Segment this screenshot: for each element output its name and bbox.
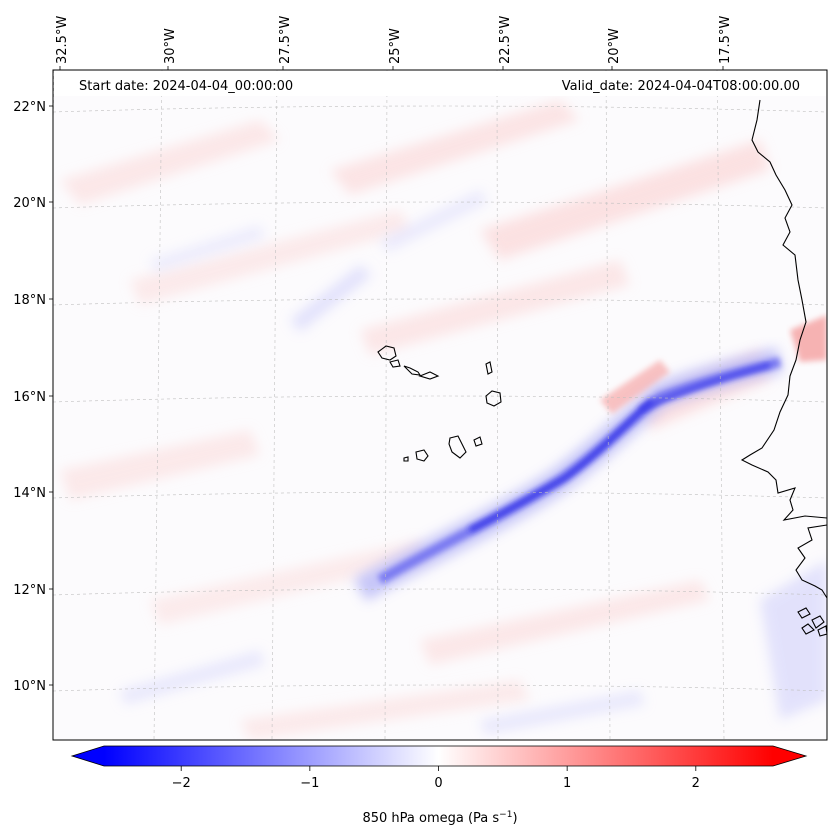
island-santiago: [448, 435, 467, 459]
island-brava: [403, 456, 409, 462]
gridlines: [53, 70, 827, 740]
island-boa-vista: [485, 390, 502, 407]
meridian-gridline: [496, 70, 499, 740]
colorbar-gradient: [104, 746, 773, 766]
parallel-gridline: [53, 201, 827, 209]
latitude-labels: 22°N 20°N 18°N 16°N 14°N 12°N 10°N: [13, 100, 53, 694]
colorbar-extend-low: [72, 746, 104, 766]
start-date-label: Start date: 2024-04-04_00:00:00: [79, 79, 293, 94]
map-panel: Start date: 2024-04-04_00:00:00 Valid_da…: [52, 69, 828, 741]
longitude-tick-label: 20°W: [607, 28, 622, 64]
colorbar: −2 −1 0 1 2 850 hPa omega (Pa s−1): [70, 745, 808, 826]
colorbar-tick-label: 1: [563, 776, 571, 791]
colorbar-tick-label: −1: [300, 776, 319, 791]
pink-band: [60, 120, 280, 205]
longitude-tick-label: 32.5°W: [55, 16, 70, 64]
meridian-gridline: [605, 70, 611, 740]
colorbar-extend-high: [773, 746, 806, 766]
pink-band: [130, 210, 410, 305]
longitude-tick-label: 25°W: [388, 28, 403, 64]
latitude-tick-label: 14°N: [13, 486, 46, 501]
meridian-gridline: [384, 70, 388, 740]
coastlines: [377, 99, 827, 637]
bijagos-islands: [797, 607, 827, 637]
blue-streak: [380, 190, 488, 252]
island-sao-vicente: [389, 359, 401, 368]
parallel-gridline: [53, 588, 827, 596]
colorbar-tick-label: 0: [434, 776, 442, 791]
latitude-tick-label: 20°N: [13, 196, 46, 211]
africa-coastline-south: [795, 524, 827, 599]
latitude-tick-label: 18°N: [13, 293, 46, 308]
longitude-tick-label: 30°W: [163, 28, 178, 64]
parallel-gridline: [53, 298, 827, 306]
pink-band: [60, 430, 260, 500]
pink-band: [480, 140, 770, 260]
blue-streak: [120, 650, 265, 705]
parallel-gridline: [53, 105, 827, 113]
omega-field: [60, 100, 827, 740]
pink-band: [360, 260, 630, 355]
island-santa-luzia: [418, 371, 440, 380]
ascent-band-branch: [638, 362, 771, 413]
longitude-labels: 32.5°W 30°W 27.5°W 25°W 22.5°W 20°W 17.5°W: [55, 16, 733, 70]
meridian-gridline: [716, 70, 725, 740]
colorbar-label: 850 hPa omega (Pa s−1): [362, 810, 517, 826]
longitude-tick-label: 17.5°W: [718, 16, 733, 64]
pink-band: [240, 680, 530, 740]
subsidence-patch: [790, 315, 827, 362]
colorbar-tick-label: −2: [172, 776, 191, 791]
parallel-gridline: [53, 491, 827, 499]
map-frame: [52, 69, 828, 741]
africa-coastline: [740, 99, 827, 521]
ascent-band-core: [468, 398, 654, 533]
blue-streak: [150, 225, 265, 272]
colorbar-outline: [70, 745, 808, 767]
island-sao-nicolau: [403, 365, 422, 376]
island-sal: [485, 361, 493, 375]
meridian-gridline: [53, 70, 55, 150]
meridian-gridline: [153, 70, 163, 740]
colorbar-ticks: −2 −1 0 1 2: [172, 766, 700, 791]
latitude-tick-label: 22°N: [13, 100, 46, 115]
blue-streak: [760, 560, 827, 720]
parallel-gridline: [53, 684, 827, 692]
blue-streak: [290, 265, 372, 332]
meridian-gridline: [271, 70, 278, 740]
date-label-backdrop: [54, 71, 826, 96]
pink-band: [150, 540, 430, 625]
longitude-tick-label: 22.5°W: [498, 16, 513, 64]
longitude-tick-label: 27.5°W: [278, 16, 293, 64]
island-maio: [473, 436, 483, 447]
island-fogo: [415, 449, 429, 462]
valid-date-label: Valid_date: 2024-04-04T08:00:00.00: [562, 79, 800, 94]
pink-band: [330, 100, 580, 195]
latitude-tick-label: 10°N: [13, 679, 46, 694]
island-santo-antao: [377, 345, 397, 361]
subsidence-patch: [600, 360, 670, 414]
pink-band: [420, 580, 710, 665]
blue-streak: [480, 690, 645, 735]
latitude-tick-label: 12°N: [13, 583, 46, 598]
colorbar-tick-label: 2: [692, 776, 700, 791]
latitude-tick-label: 16°N: [13, 390, 46, 405]
parallel-gridline: [53, 395, 827, 403]
